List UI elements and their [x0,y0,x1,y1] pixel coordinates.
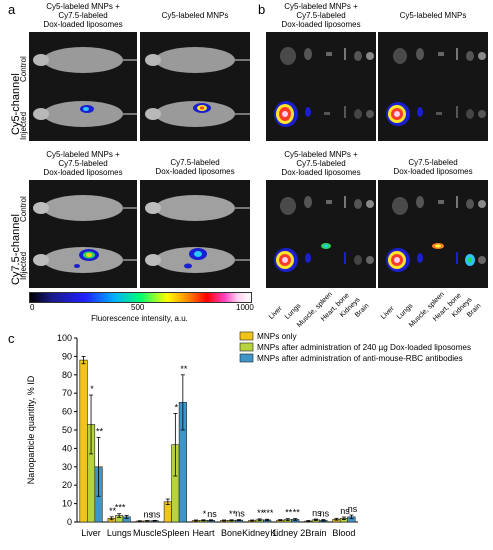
significance-label: ns [143,510,153,520]
organ-label-liver-1: Liver [268,305,284,321]
x-tick-label: Liver [81,528,101,538]
y-tick-label: 90 [62,351,72,361]
panel-a-caption-bottom-left: Cy5-labeled MNPs + Cy7.5-labeled Dox-loa… [43,150,123,177]
panel-letter-b: b [258,2,266,17]
significance-label: ns [348,504,358,514]
image-mouse-cy5-mnps [140,32,250,141]
image-mouse-cy5-combined [29,32,137,141]
organ-label-liver-2: Liver [380,305,396,321]
significance-label: ** [180,364,188,374]
significance-label: ** [257,508,265,518]
significance-label: ** [285,508,293,518]
colorbar-max-label: 1000 [236,303,254,312]
colorbar [29,292,252,303]
bar-chart: 0 10 20 30 40 50 60 70 80 90 100 Nanoparticle quant… [26,331,471,538]
significance-label: *** [115,503,126,513]
significance-label: ns [207,509,217,519]
row-label-control-bottom: Control [19,196,28,222]
y-tick-label: 100 [57,333,72,343]
significance-label: ns [312,508,322,518]
significance-label: ns [151,509,161,519]
y-axis-label: Nanoparticle quantity, % ID [26,375,36,484]
y-tick-label: 40 [62,443,72,453]
y-tick-label: 70 [62,388,72,398]
x-tick-label: Muscle [133,528,162,538]
significance-label: *** [263,508,274,518]
significance-label: ns [235,509,245,519]
significance-label: * [203,509,207,519]
image-organs-cy5-combined [266,32,376,141]
panel-a-caption-bottom-right: Cy7.5-labeled Dox-loaded liposomes [155,158,235,176]
significance-label: ** [96,426,104,436]
legend-label-2: MNPs after administration of 240 µg Dox-… [257,343,471,352]
significance-label: * [175,402,179,412]
y-tick-label: 10 [62,499,72,509]
image-organs-cy75-liposomes [378,180,488,288]
significance-label: ** [109,506,117,516]
image-organs-cy5-mnps [378,32,488,141]
significance-label: ns [340,506,350,516]
image-mouse-cy75-liposomes [140,180,250,288]
colorbar-label: Fluorescence intensity, a.u. [91,314,188,323]
x-tick-label: Brain [305,528,326,538]
y-tick-label: 60 [62,407,72,417]
colorbar-min-label: 0 [30,303,35,312]
organ-label-lungs-2: Lungs [396,302,415,321]
x-tick-label: Spleen [161,528,189,538]
panel-b-caption-bottom-left: Cy5-labeled MNPs + Cy7.5-labeled Dox-loa… [281,150,361,177]
x-tick-label: Kidney 1 [242,528,277,538]
y-tick-label: 30 [62,462,72,472]
row-label-injected-top: Injected [19,111,28,140]
panel-b-caption-bottom-right: Cy7.5-labeled Dox-loaded liposomes [393,158,473,176]
legend-swatch-3 [239,353,254,363]
significance-label: ** [293,508,301,518]
panel-a-caption-top-left: Cy5-labeled MNPs + Cy7.5-labeled Dox-loa… [43,2,123,29]
x-tick-label: Kidney 2 [270,528,305,538]
bar-liver-series-1 [79,359,88,523]
panel-letter-c: c [8,331,15,346]
y-tick-label: 20 [62,480,72,490]
panel-b-caption-top-right: Cy5-labeled MNPs [399,11,467,20]
row-label-control-top: Control [19,56,28,82]
significance-label: * [90,384,94,394]
x-tick-label: Heart [192,528,215,538]
legend-label-3: MNPs after administration of anti-mouse-… [257,354,463,363]
image-mouse-cy75-combined [29,180,137,288]
significance-label: ns [320,509,330,519]
x-tick-label: Blood [332,528,355,538]
legend-swatch-1 [239,331,254,341]
y-tick-label: 80 [62,370,72,380]
x-tick-label: Bone [221,528,242,538]
panel-a-caption-top-right: Cy5-labeled MNPs [161,11,229,20]
image-organs-cy75-combined [266,180,376,288]
legend-label-1: MNPs only [257,332,297,341]
y-tick-label: 0 [67,517,72,527]
significance-label: ** [229,509,237,519]
row-label-injected-bottom: Injected [19,251,28,280]
x-tick-label: Lungs [107,528,132,538]
organ-label-lungs-1: Lungs [284,302,303,321]
legend-swatch-2 [239,342,254,352]
panel-b-caption-top-left: Cy5-labeled MNPs + Cy7.5-labeled Dox-loa… [281,2,361,29]
colorbar-mid-label: 500 [131,303,145,312]
y-tick-label: 50 [62,425,72,435]
panel-letter-a: a [8,2,16,17]
